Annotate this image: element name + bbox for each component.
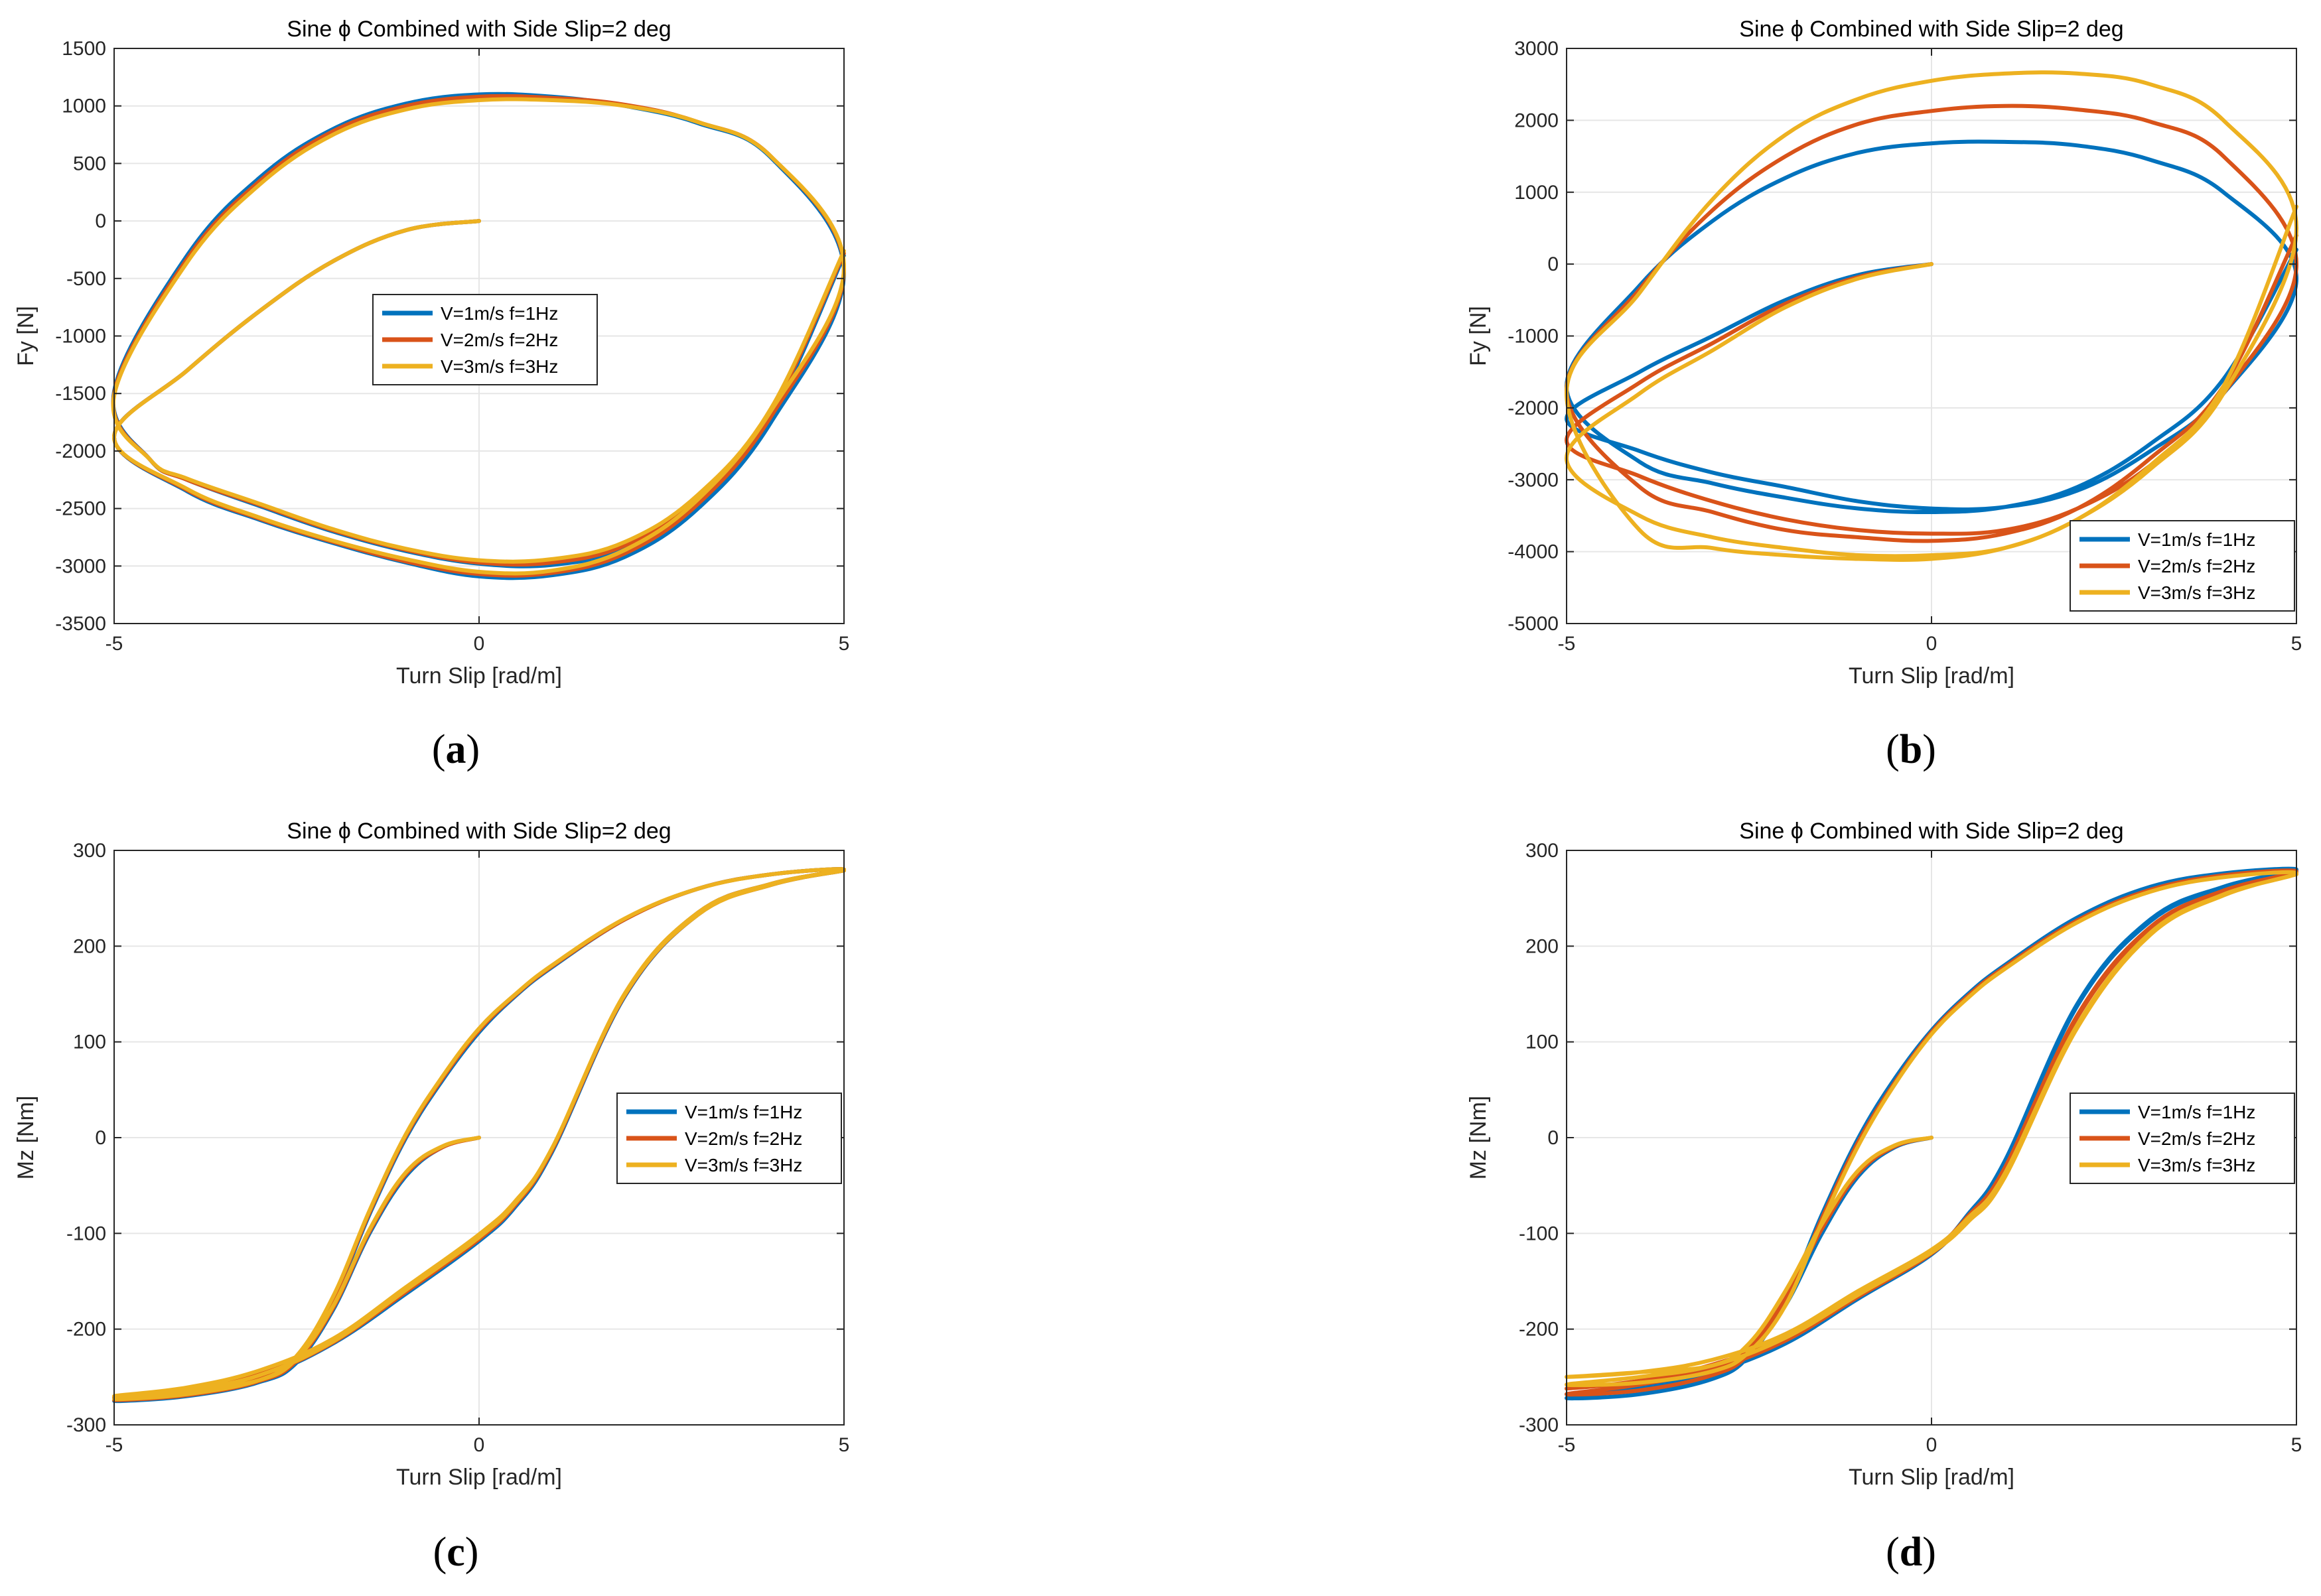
x-axis-label: Turn Slip [rad/m] [396,663,562,689]
chart-title: Sine ϕ Combined with Side Slip=2 deg [287,17,671,42]
legend-label-3: V=3m/s f=3Hz [2138,1155,2255,1175]
legend-label-1: V=1m/s f=1Hz [441,303,558,324]
x-tick-label: 0 [1926,633,1937,655]
x-tick-label: -5 [1558,1434,1576,1456]
chart-title: Sine ϕ Combined with Side Slip=2 deg [287,819,671,844]
series-line-3 [111,97,846,576]
y-tick-label: 0 [95,1127,106,1149]
y-tick-label: -3500 [55,613,106,635]
y-axis-label: Fy [N] [13,306,38,366]
x-axis-label: Turn Slip [rad/m] [1849,663,2014,689]
legend: V=1m/s f=1Hz V=2m/s f=2Hz V=3m/s f=3Hz [2070,1093,2295,1184]
series-line-2 [1565,103,2298,543]
y-tick-label: 0 [1547,1127,1559,1149]
y-axis-label: Fy [N] [1466,306,1491,366]
y-tick-label: 1000 [1514,182,1559,204]
y-tick-label: 300 [1525,840,1559,862]
y-tick-label: 100 [1525,1031,1559,1053]
y-tick-label: -500 [66,268,106,290]
y-axis-label: Mz [Nm] [1466,1096,1491,1180]
y-tick-label: 100 [73,1031,106,1053]
x-tick-label: -5 [1558,633,1576,655]
x-tick-label: 5 [839,633,850,655]
y-tick-label: 500 [73,153,106,174]
legend: V=1m/s f=1Hz V=2m/s f=2Hz V=3m/s f=3Hz [372,294,598,385]
x-tick-label: 5 [839,1434,850,1456]
x-tick-label: 0 [1926,1434,1937,1456]
y-tick-label: 200 [1525,935,1559,957]
chart-a: -5 0 5 -3500 -3000 -2500 -2000 -1500 -1000 -500 0 5… [13,17,849,689]
y-tick-label: -300 [66,1414,106,1436]
y-tick-label: -1000 [1508,326,1559,348]
chart-b: -5 0 5 -5000 -4000 -3000 -2000 -1000 0 1000 2000 30… [1466,17,2302,689]
y-tick-label: -100 [66,1223,106,1244]
y-tick-label: -2000 [1508,397,1559,419]
legend-label-1: V=1m/s f=1Hz [2138,529,2255,550]
y-tick-label: -2000 [55,440,106,462]
y-tick-label: -100 [1519,1223,1559,1244]
x-tick-label: 5 [2291,1434,2302,1456]
series-line-3 [1565,70,2298,563]
legend: V=1m/s f=1Hz V=2m/s f=2Hz V=3m/s f=3Hz [2070,520,2295,612]
x-tick-label: -5 [106,633,123,655]
legend-label-3: V=3m/s f=3Hz [2138,582,2255,603]
chart-title: Sine ϕ Combined with Side Slip=2 deg [1739,819,2123,844]
y-tick-label: 200 [73,935,106,957]
x-tick-label: 0 [474,1434,485,1456]
y-tick-label: -2500 [55,498,106,520]
x-tick-label: 5 [2291,633,2302,655]
y-axis-label: Mz [Nm] [13,1096,38,1180]
legend-label-2: V=2m/s f=2Hz [2138,1128,2255,1149]
caption-d: (d) [1886,1530,1936,1575]
legend-label-1: V=1m/s f=1Hz [685,1102,802,1122]
y-tick-label: -4000 [1508,541,1559,563]
y-tick-label: -300 [1519,1414,1559,1436]
chart-d: -5 0 5 -300 -200 -100 0 100 200 300 Sine ϕ Combine… [1466,819,2302,1490]
legend-label-2: V=2m/s f=2Hz [441,330,558,350]
legend: V=1m/s f=1Hz V=2m/s f=2Hz V=3m/s f=3Hz [616,1093,842,1184]
x-axis-label: Turn Slip [rad/m] [1849,1465,2014,1490]
y-tick-label: -200 [66,1319,106,1341]
legend-label-2: V=2m/s f=2Hz [685,1128,802,1149]
chart-title: Sine ϕ Combined with Side Slip=2 deg [1739,17,2123,42]
y-tick-label: -1000 [55,326,106,348]
caption-b: (b) [1886,727,1936,772]
legend-label-1: V=1m/s f=1Hz [2138,1102,2255,1122]
y-tick-label: 0 [95,210,106,232]
y-tick-label: -5000 [1508,613,1559,635]
caption-c: (c) [433,1530,479,1575]
x-tick-label: -5 [106,1434,123,1456]
legend-label-3: V=3m/s f=3Hz [685,1155,802,1175]
y-tick-label: 1500 [62,38,106,60]
y-tick-label: -3000 [55,555,106,577]
legend-label-3: V=3m/s f=3Hz [441,356,558,377]
y-tick-label: -200 [1519,1319,1559,1341]
x-axis-label: Turn Slip [rad/m] [396,1465,562,1490]
x-tick-label: 0 [474,633,485,655]
y-tick-label: -3000 [1508,469,1559,491]
y-tick-label: 2000 [1514,109,1559,131]
legend-label-2: V=2m/s f=2Hz [2138,556,2255,576]
y-tick-label: -1500 [55,383,106,405]
y-tick-label: 1000 [62,96,106,117]
caption-a: (a) [431,727,480,772]
series-line-1 [1565,139,2298,515]
y-tick-label: 0 [1547,253,1559,275]
chart-c: -5 0 5 -300 -200 -100 0 100 200 300 Sine ϕ Combine… [13,819,849,1490]
y-tick-label: 3000 [1514,38,1559,60]
y-tick-label: 300 [73,840,106,862]
